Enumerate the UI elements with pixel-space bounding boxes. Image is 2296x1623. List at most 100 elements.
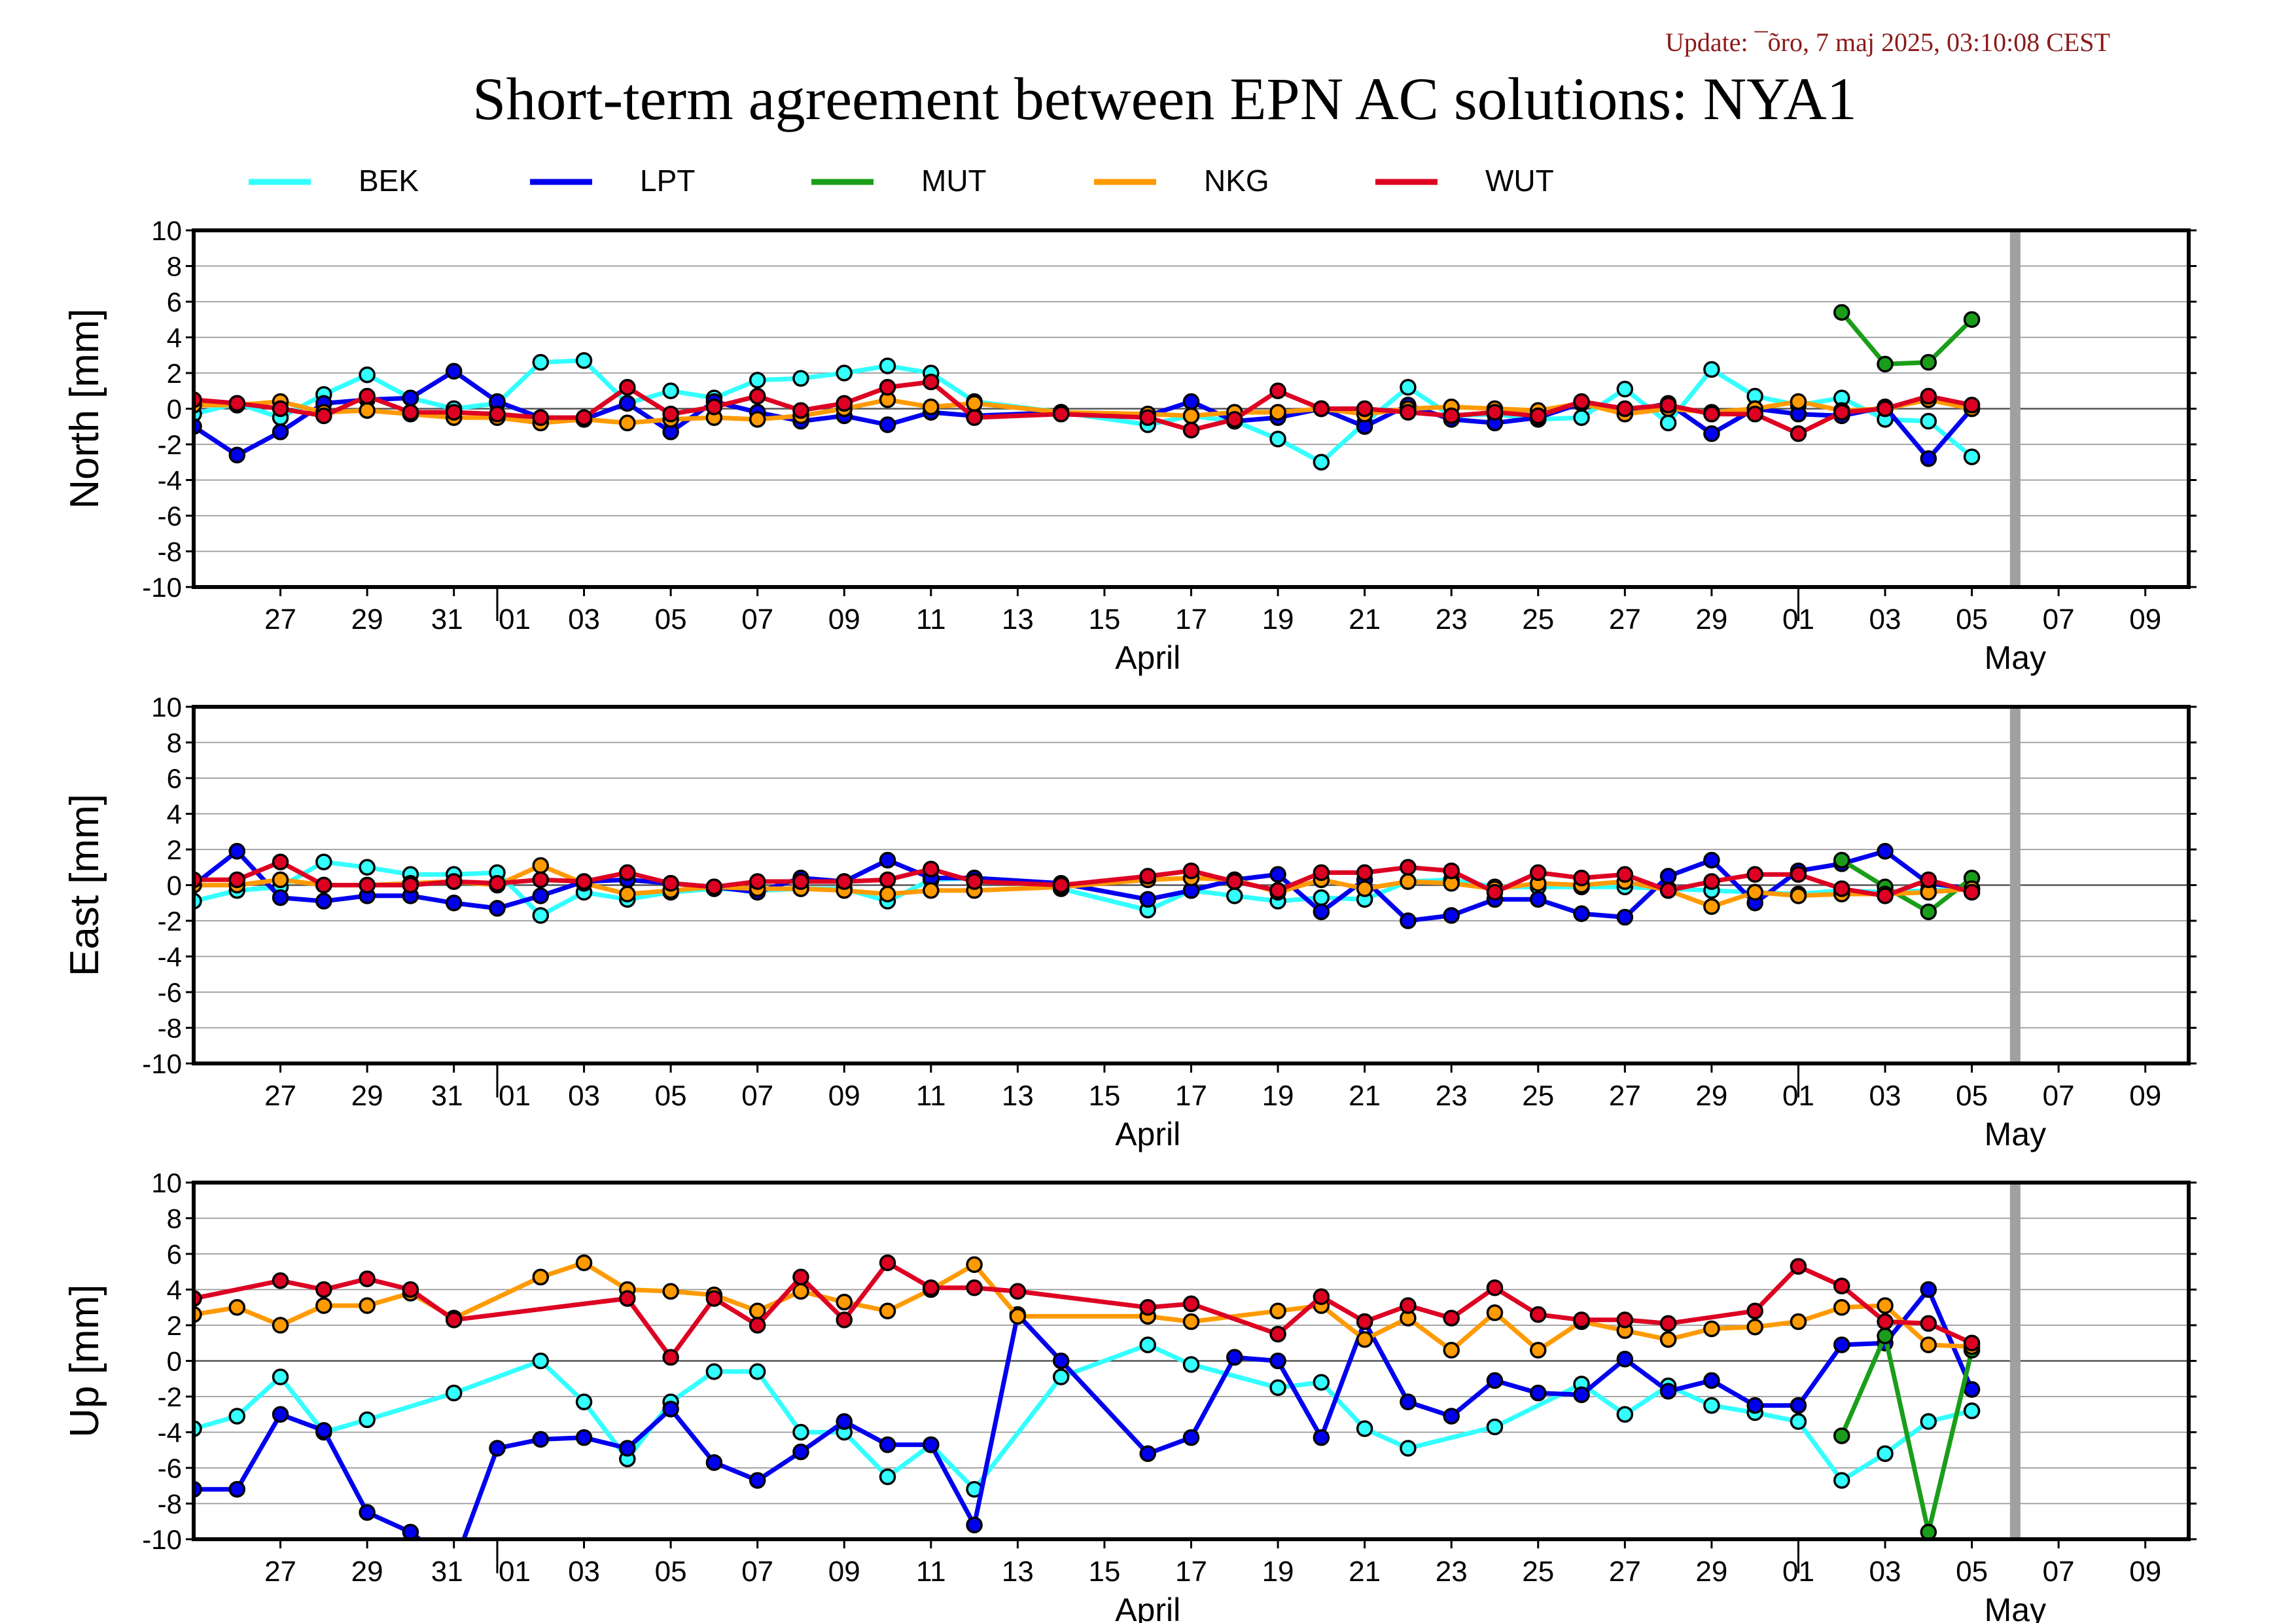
data-point-lpt: [1659, 868, 1677, 885]
today-marker: [2009, 1183, 2021, 1539]
x-tick-label: 19: [1262, 1556, 1294, 1588]
data-point-wut: [749, 387, 766, 405]
data-point-wut: [923, 373, 940, 391]
x-tick-label: 09: [828, 1556, 860, 1588]
data-point-wut: [1269, 882, 1286, 899]
data-point-bek: [1703, 1397, 1720, 1414]
data-point-bek: [1659, 414, 1677, 432]
data-point-nkg: [1703, 898, 1720, 915]
data-point-lpt: [228, 446, 246, 464]
y-tick-label: -10: [142, 1524, 182, 1555]
data-point-wut: [792, 873, 809, 890]
data-point-nkg: [1659, 1331, 1677, 1348]
data-point-lpt: [792, 1443, 809, 1461]
x-tick-label: 25: [1522, 1080, 1554, 1112]
x-tick-label: 03: [568, 603, 600, 635]
x-tick-label: 01: [499, 1556, 531, 1588]
x-tick-label: 17: [1175, 1080, 1207, 1112]
data-point-lpt: [1790, 1397, 1807, 1414]
data-point-bek: [1313, 889, 1330, 906]
data-point-bek: [1616, 1406, 1634, 1423]
data-point-wut: [836, 395, 853, 412]
data-point-wut: [402, 1281, 419, 1298]
data-point-nkg: [1269, 404, 1286, 421]
x-tick-label: 07: [2043, 1556, 2075, 1588]
x-tick-label: 29: [351, 1080, 383, 1112]
data-point-lpt: [1833, 1336, 1850, 1353]
data-point-bek: [532, 353, 550, 371]
data-point-wut: [1052, 876, 1070, 894]
data-point-lpt: [749, 1472, 766, 1489]
data-point-nkg: [619, 414, 636, 432]
data-point-wut: [1659, 1315, 1677, 1332]
x-tick-label: 09: [2129, 603, 2161, 635]
x-tick-label: 29: [351, 1556, 383, 1588]
data-point-nkg: [619, 885, 636, 902]
data-point-wut: [1659, 397, 1677, 414]
data-point-wut: [1790, 425, 1807, 442]
data-point-nkg: [966, 395, 983, 412]
data-point-wut: [1703, 873, 1720, 890]
x-tick-label: 09: [2129, 1080, 2161, 1112]
data-point-wut: [1313, 400, 1330, 418]
data-point-lpt: [1530, 891, 1547, 908]
data-point-bek: [879, 1468, 896, 1486]
x-tick-label: 05: [1956, 603, 1988, 635]
series-wut: [194, 853, 1981, 904]
data-point-lpt: [315, 1422, 332, 1439]
data-point-mut: [1833, 1427, 1850, 1444]
y-tick-label: 0: [167, 394, 182, 425]
data-point-wut: [445, 404, 463, 421]
data-point-wut: [228, 871, 246, 889]
x-tick-label: 03: [1869, 1556, 1901, 1588]
data-point-wut: [315, 876, 332, 894]
month-label-april: April: [1115, 1592, 1180, 1623]
legend-item-lpt: LPT: [530, 164, 695, 198]
data-point-lpt: [272, 423, 289, 440]
data-point-lpt: [359, 1504, 376, 1521]
data-point-wut: [1139, 1299, 1156, 1316]
data-point-nkg: [1877, 1297, 1894, 1314]
legend-item-wut: WUT: [1375, 164, 1554, 198]
y-tick-label: -2: [158, 429, 182, 460]
data-point-bek: [1616, 380, 1634, 398]
data-point-nkg: [1400, 873, 1417, 890]
panel-east: 10 8 6 4 2 0 -2 -4 -6 -8 -10 27 29 31 01 03 05 07 09 11 13 15…: [62, 692, 2197, 1152]
data-point-lpt: [1486, 1372, 1504, 1389]
x-tick-label: 29: [1695, 1080, 1727, 1112]
data-point-wut: [1920, 387, 1937, 405]
data-point-wut: [1400, 859, 1417, 876]
y-tick-label: 2: [167, 358, 182, 389]
today-marker: [2009, 230, 2021, 587]
data-point-nkg: [1443, 1342, 1460, 1359]
data-point-wut: [1182, 1295, 1200, 1313]
data-point-wut: [749, 873, 766, 890]
data-point-lpt: [1400, 912, 1417, 929]
data-point-nkg: [836, 1293, 853, 1311]
data-point-lpt: [1313, 903, 1330, 921]
x-tick-label: 03: [568, 1080, 600, 1112]
y-axis-label-north: North [mm]: [62, 308, 107, 509]
x-tick-label: 31: [431, 1080, 463, 1112]
data-point-lpt: [532, 1431, 550, 1448]
data-point-nkg: [228, 1299, 246, 1316]
y-tick-label: 8: [167, 728, 182, 758]
legend: BEK LPT MUT NKG WUT: [249, 164, 1554, 198]
x-tick-label: 31: [431, 1556, 463, 1588]
data-point-nkg: [1790, 393, 1807, 410]
y-tick-label: 8: [167, 1204, 182, 1234]
data-point-wut: [315, 407, 332, 425]
series-lpt: [194, 1281, 1981, 1539]
series-line-mut: [1839, 1333, 1975, 1535]
data-point-wut: [1746, 1302, 1763, 1319]
x-tick-label: 21: [1349, 1556, 1381, 1588]
data-point-nkg: [1530, 1342, 1547, 1359]
data-point-wut: [575, 409, 593, 426]
data-point-bek: [575, 1393, 593, 1410]
data-point-lpt: [575, 1429, 593, 1446]
data-point-lpt: [1052, 1352, 1070, 1370]
data-point-wut: [836, 1311, 853, 1329]
x-tick-label: 01: [499, 1080, 531, 1112]
data-point-bek: [315, 853, 332, 870]
data-point-wut: [1616, 1311, 1634, 1329]
